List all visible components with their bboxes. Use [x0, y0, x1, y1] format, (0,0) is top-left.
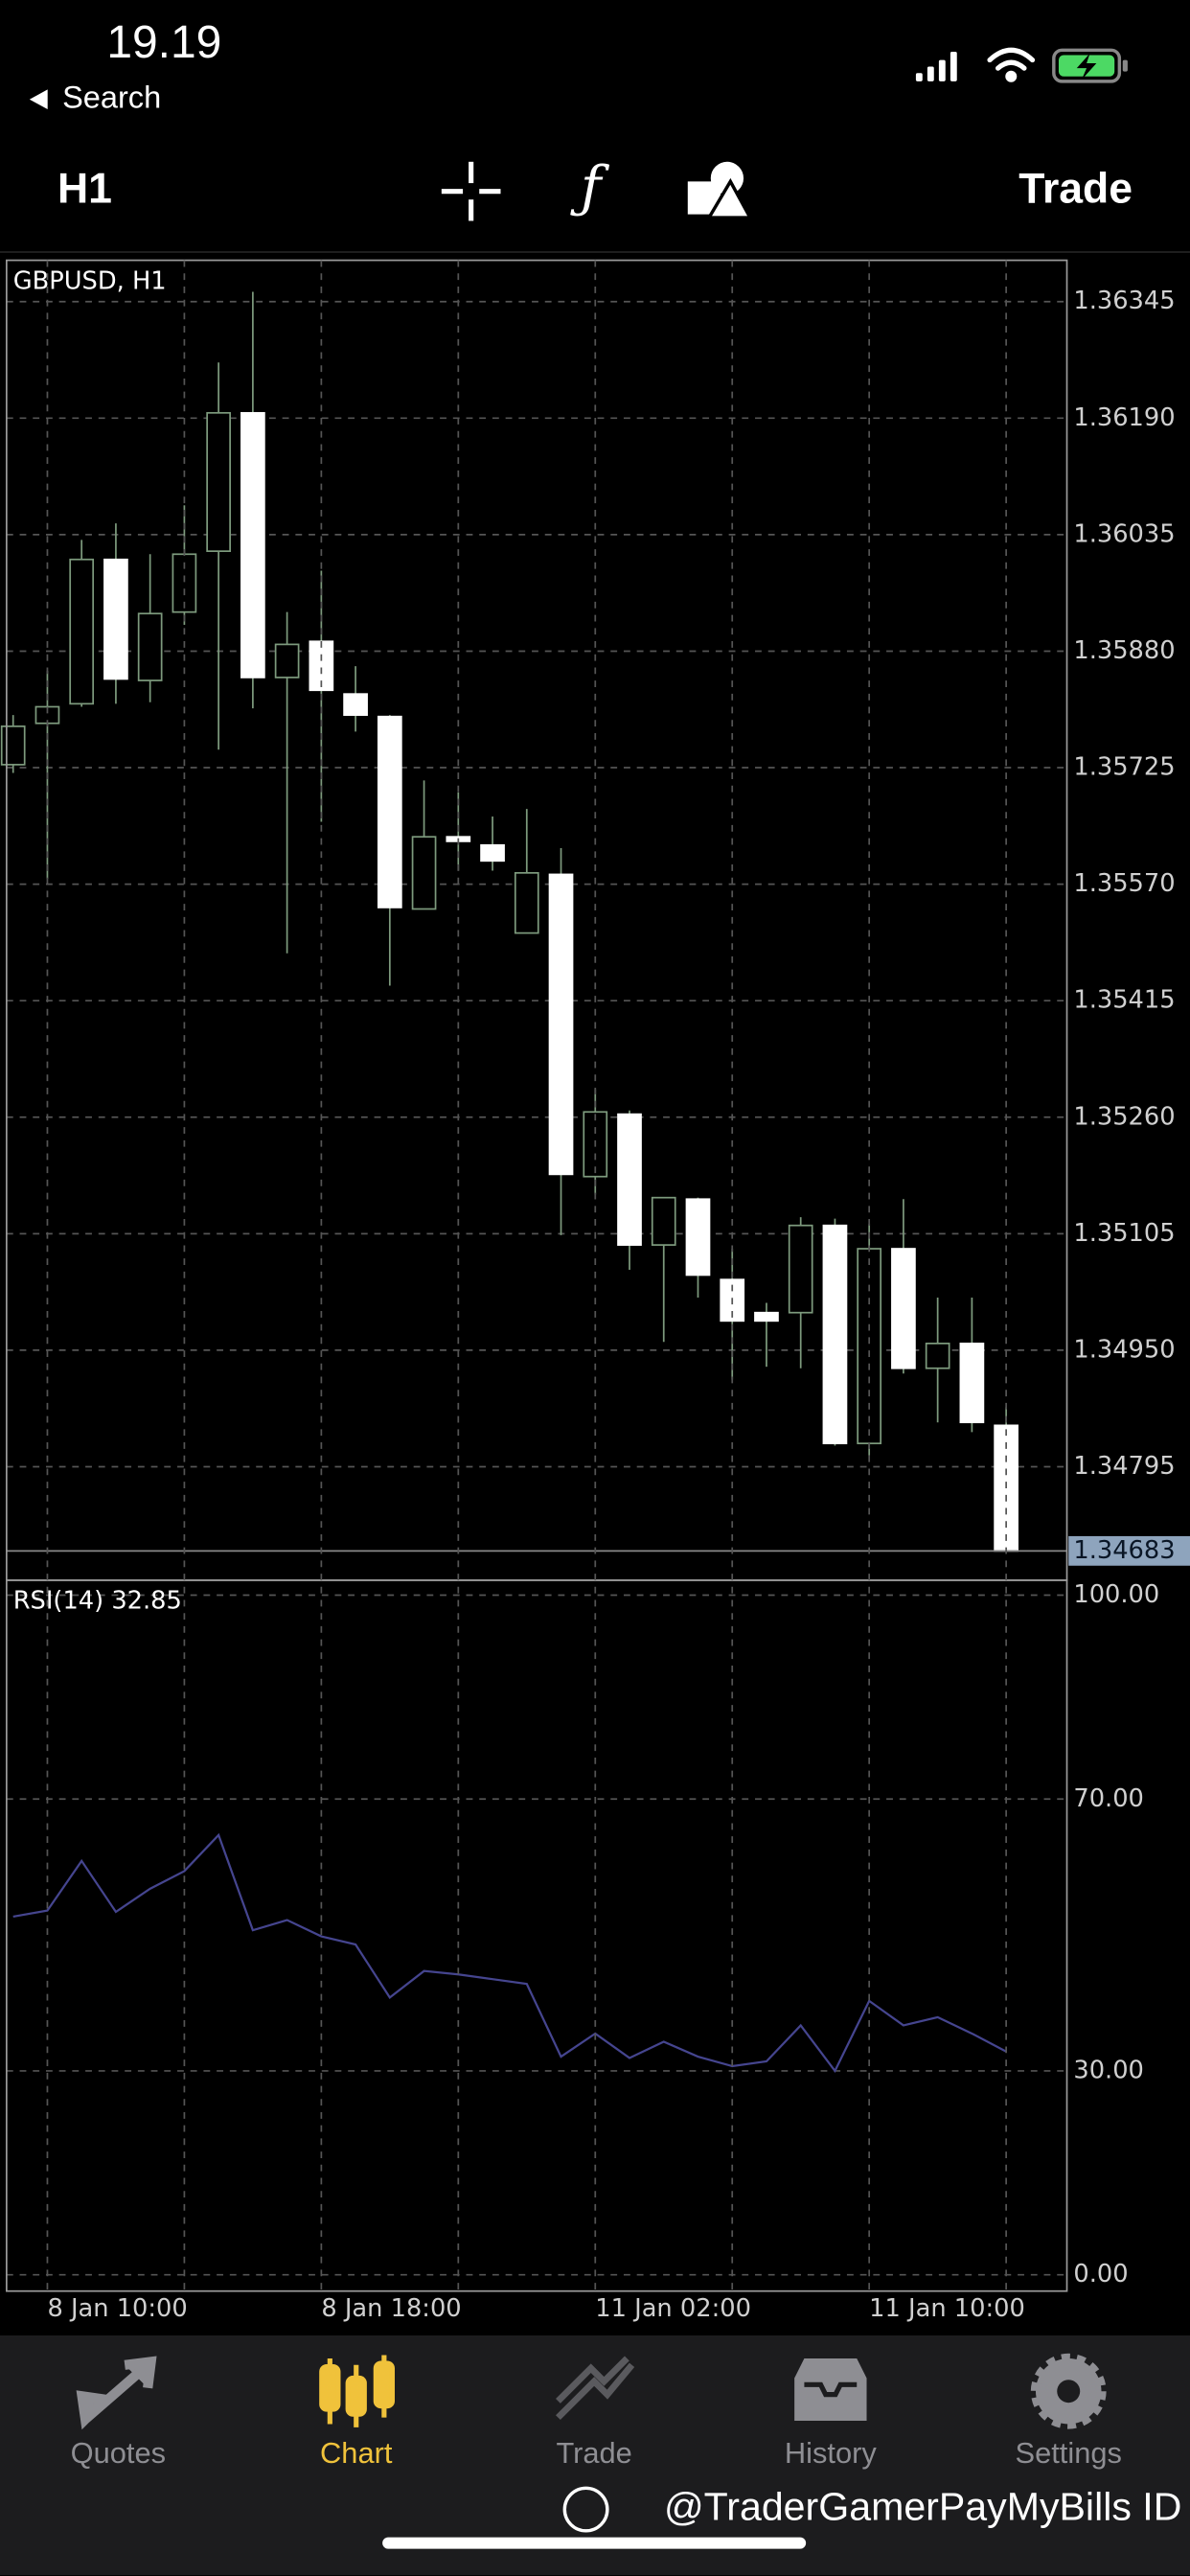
tab-label[interactable]: Settings: [1016, 2436, 1122, 2470]
y-tick-label: 70.00: [1073, 1784, 1144, 1813]
watermark: @TraderGamerPayMyBills ID: [664, 2484, 1181, 2528]
candle-body: [959, 1343, 985, 1424]
y-tick-label: 1.35415: [1073, 986, 1175, 1015]
panel-title: RSI(14) 32.85: [13, 1587, 182, 1616]
y-tick-label: 1.36345: [1073, 287, 1175, 315]
candle-body: [651, 1196, 676, 1246]
candle-body: [514, 871, 539, 934]
chart-icon[interactable]: [319, 2355, 396, 2427]
chart-area: 1.36345 1.36190 1.36035 1.35880 1.35725 1.355…: [0, 259, 1190, 2323]
y-tick-label: 1.35105: [1073, 1219, 1175, 1248]
candle-body: [754, 1311, 779, 1322]
timeframe-button[interactable]: H1: [57, 165, 112, 212]
last-price-label: 1.34683: [1073, 1536, 1175, 1565]
home-indicator: [382, 2537, 807, 2549]
x-tick-label: 8 Jan 18:00: [321, 2294, 461, 2323]
tab-label[interactable]: History: [785, 2436, 878, 2470]
watermark-logo: [562, 2486, 609, 2533]
back-link[interactable]: Search: [62, 80, 161, 114]
wifi-icon: [987, 47, 1036, 82]
y-tick-label: 1.36190: [1073, 403, 1175, 432]
back-arrow[interactable]: [29, 89, 48, 109]
y-tick-label: 1.34950: [1073, 1335, 1175, 1364]
candle-body: [617, 1113, 642, 1246]
candle-body: [480, 843, 505, 862]
last-price-box: [1068, 1535, 1190, 1566]
panel-frame: [5, 1579, 1068, 2292]
y-tick-label: 1.34795: [1073, 1452, 1175, 1481]
y-tick-label: 0.00: [1073, 2260, 1128, 2288]
candle-body: [925, 1343, 950, 1369]
y-tick-label: 1.35260: [1073, 1102, 1175, 1131]
tab-label[interactable]: Quotes: [71, 2436, 166, 2470]
y-tick-label: 100.00: [1073, 1580, 1159, 1609]
panel-title: GBPUSD, H1: [13, 266, 167, 295]
crosshair-button[interactable]: [441, 161, 501, 221]
status-time: 19.19: [106, 17, 221, 68]
candle-body: [685, 1198, 711, 1276]
y-tick-label: 1.35570: [1073, 869, 1175, 898]
signal-icon: [915, 52, 957, 81]
candle-body: [548, 873, 574, 1176]
candle-body: [891, 1248, 916, 1369]
settings-icon[interactable]: [1030, 2353, 1107, 2429]
candle-body: [274, 643, 300, 678]
y-tick-label: 1.35880: [1073, 636, 1175, 665]
x-tick-label: 11 Jan 10:00: [869, 2294, 1025, 2323]
candle-body: [206, 411, 231, 553]
battery-icon: [1052, 48, 1128, 83]
candle-body: [822, 1224, 848, 1445]
x-tick-label: 8 Jan 10:00: [47, 2294, 187, 2323]
candle-body: [137, 612, 163, 681]
candle-body: [343, 693, 368, 716]
candle-body: [0, 725, 26, 766]
y-tick-label: 1.35725: [1073, 753, 1175, 782]
candle-body: [377, 715, 402, 908]
y-tick-label: 1.36035: [1073, 519, 1175, 548]
history-icon[interactable]: [794, 2358, 867, 2422]
candle-body: [103, 558, 128, 680]
trade-button[interactable]: Trade: [1018, 165, 1133, 212]
candle-body: [788, 1224, 813, 1314]
quotes-icon[interactable]: [76, 2356, 157, 2430]
candle-body: [240, 411, 265, 678]
candle-body: [69, 558, 95, 705]
rsi-line: [12, 1832, 1007, 2074]
tab-label[interactable]: Trade: [556, 2436, 631, 2470]
trade-icon[interactable]: [556, 2356, 635, 2421]
candle-body: [411, 836, 437, 910]
tab-label[interactable]: Chart: [320, 2436, 393, 2470]
objects-button[interactable]: [687, 161, 753, 219]
x-tick-label: 11 Jan 02:00: [595, 2294, 751, 2323]
y-tick-label: 30.00: [1073, 2056, 1144, 2084]
